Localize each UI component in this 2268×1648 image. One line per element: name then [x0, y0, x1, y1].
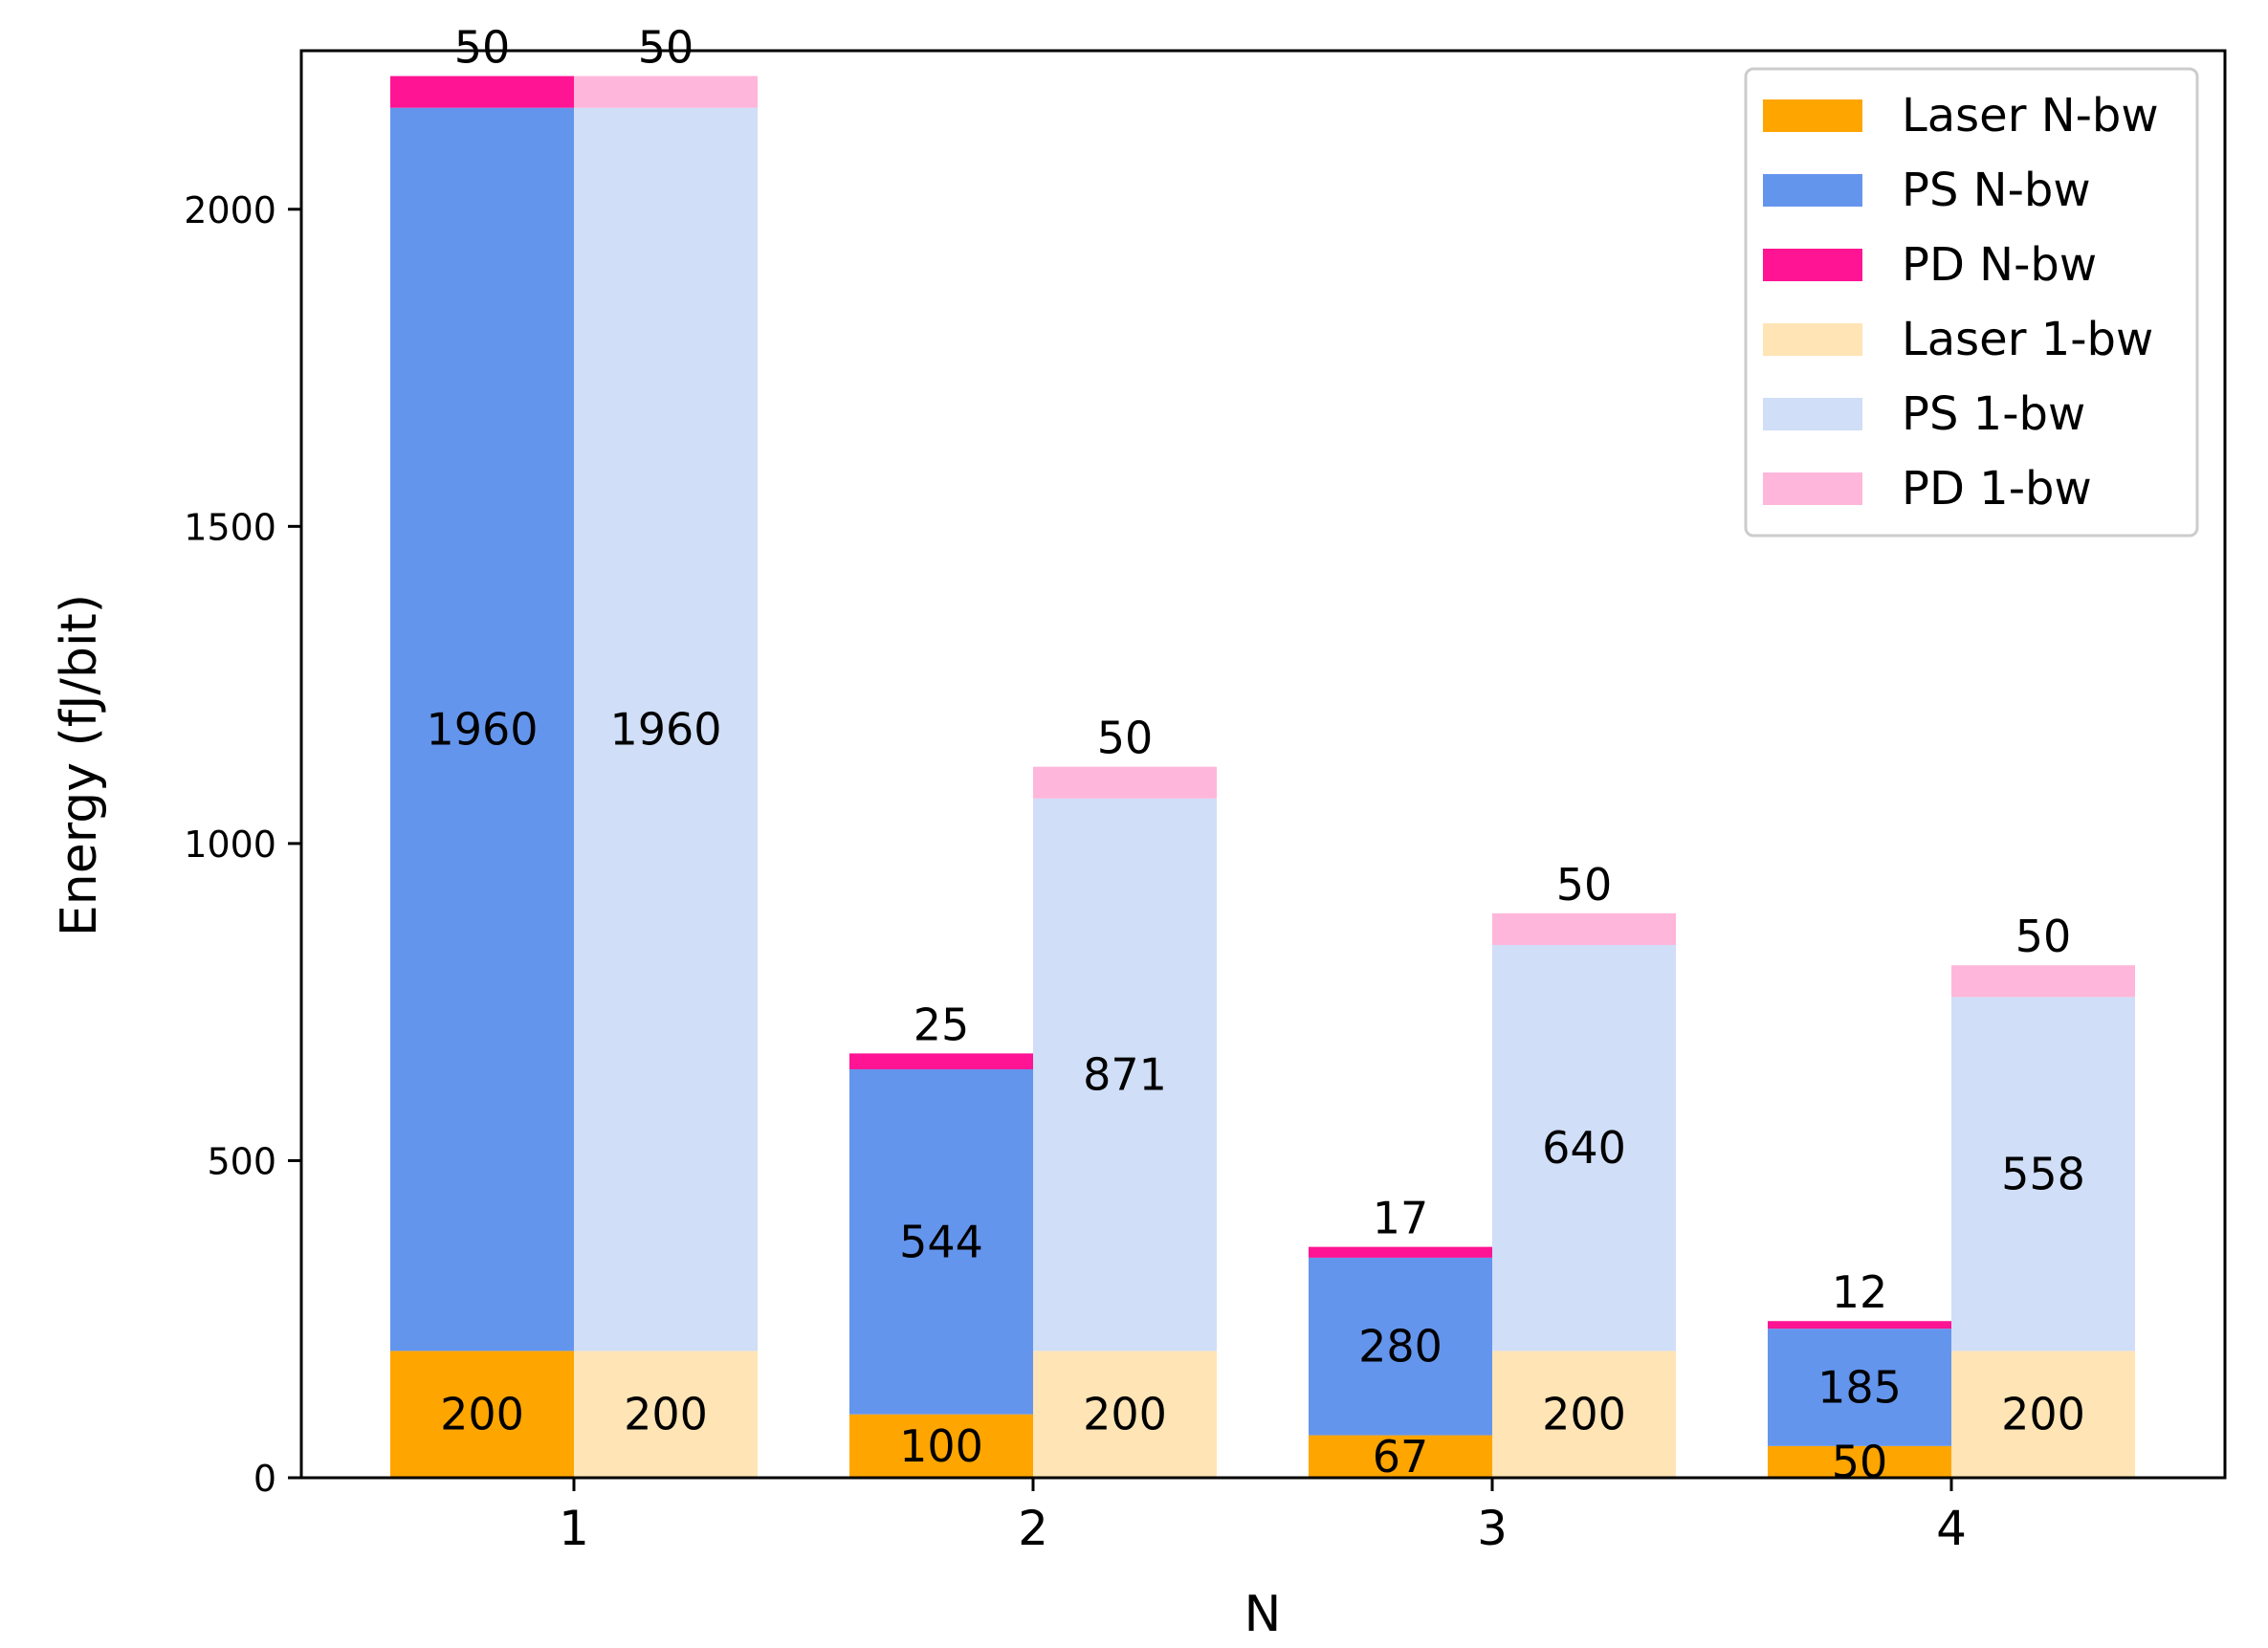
bar-segment-ps-1-bw-n4 — [1951, 997, 2135, 1351]
bars-layer — [390, 76, 2135, 1478]
bar-segment-ps-1-bw-n1 — [574, 107, 758, 1351]
bar-segment-laser-1-bw-n4 — [1951, 1351, 2135, 1478]
data-label-ps-n-bw-n1: 1960 — [426, 704, 538, 756]
bar-segment-ps-1-bw-n3 — [1492, 944, 1676, 1351]
x-tick-label: 3 — [1477, 1501, 1508, 1556]
y-axis-label: Energy (fJ/bit) — [51, 594, 108, 936]
bar-segment-ps-n-bw-n1 — [390, 107, 574, 1351]
data-label-laser-1-bw-n4: 200 — [2001, 1389, 2085, 1440]
data-label-ps-1-bw-n2: 871 — [1083, 1049, 1167, 1101]
legend-label-ps-1-bw: PS 1-bw — [1902, 387, 2085, 441]
y-tick-label: 1500 — [184, 506, 276, 548]
y-tick-label: 500 — [207, 1140, 276, 1182]
data-label-pd-n-bw-n3: 17 — [1373, 1193, 1429, 1244]
data-label-ps-n-bw-n4: 185 — [1817, 1362, 1902, 1414]
legend-label-pd-1-bw: PD 1-bw — [1902, 462, 2092, 516]
data-label-pd-n-bw-n1: 50 — [454, 22, 511, 74]
data-label-laser-1-bw-n2: 200 — [1083, 1389, 1167, 1440]
bar-segment-pd-1-bw-n3 — [1492, 912, 1676, 945]
bar-segment-pd-1-bw-n2 — [1033, 766, 1217, 799]
data-label-laser-n-bw-n4: 50 — [1832, 1436, 1888, 1487]
plot-frame — [299, 49, 2227, 1480]
legend: Laser N-bw PS N-bw PD N-bw Laser 1-bw PS 1-b… — [1744, 67, 2199, 538]
legend-label-laser-n-bw: Laser N-bw — [1902, 89, 2159, 143]
x-tick-label: 1 — [559, 1501, 589, 1556]
x-tick-label: 2 — [1018, 1501, 1048, 1556]
data-label-ps-n-bw-n3: 280 — [1358, 1321, 1442, 1373]
legend-label-ps-n-bw: PS N-bw — [1902, 164, 2091, 217]
data-label-pd-n-bw-n4: 12 — [1832, 1266, 1888, 1318]
bar-segment-laser-n-bw-n4 — [1768, 1445, 1951, 1478]
data-label-laser-n-bw-n2: 100 — [899, 1420, 983, 1472]
legend-swatch-pd-1-bw — [1763, 472, 1862, 505]
bar-segment-laser-n-bw-n2 — [849, 1414, 1033, 1478]
bar-segment-ps-n-bw-n3 — [1309, 1257, 1492, 1436]
bar-segment-ps-1-bw-n2 — [1033, 798, 1217, 1351]
bar-segment-laser-1-bw-n1 — [574, 1351, 758, 1478]
bar-segment-pd-n-bw-n2 — [849, 1053, 1033, 1069]
legend-label-pd-n-bw: PD N-bw — [1902, 238, 2097, 292]
data-label-pd-1-bw-n4: 50 — [2015, 911, 2072, 962]
legend-swatch-ps-n-bw — [1763, 174, 1862, 207]
data-label-laser-1-bw-n1: 200 — [624, 1389, 708, 1440]
legend-swatch-laser-n-bw — [1763, 99, 1862, 132]
data-label-pd-1-bw-n2: 50 — [1097, 713, 1154, 764]
data-label-ps-1-bw-n3: 640 — [1542, 1122, 1626, 1174]
bar-segment-laser-1-bw-n2 — [1033, 1351, 1217, 1478]
bar-segment-pd-1-bw-n4 — [1951, 965, 2135, 998]
bar-segment-ps-n-bw-n4 — [1768, 1329, 1951, 1446]
legend-swatch-laser-1-bw — [1763, 323, 1862, 356]
y-tick-label: 0 — [253, 1458, 276, 1500]
y-tick-label: 1000 — [184, 824, 276, 866]
data-label-ps-n-bw-n2: 544 — [899, 1216, 983, 1267]
bar-segment-pd-n-bw-n1 — [390, 76, 574, 108]
bar-segment-ps-n-bw-n2 — [849, 1068, 1033, 1415]
y-tick-label: 2000 — [184, 189, 276, 231]
data-label-laser-1-bw-n3: 200 — [1542, 1389, 1626, 1440]
data-labels-layer: 200 1960 50 100 544 25 67 280 17 50 185 12 200 1960 50… — [426, 22, 2084, 1488]
x-axis-label: N — [1244, 1586, 1282, 1643]
bar-segment-pd-n-bw-n3 — [1309, 1246, 1492, 1258]
x-tick-label: 4 — [1936, 1501, 1967, 1556]
bar-segment-pd-n-bw-n4 — [1768, 1321, 1951, 1329]
data-label-pd-n-bw-n2: 25 — [914, 999, 970, 1050]
bar-segment-laser-n-bw-n3 — [1309, 1435, 1492, 1478]
data-label-ps-1-bw-n4: 558 — [2001, 1148, 2085, 1199]
data-label-laser-n-bw-n1: 200 — [440, 1389, 524, 1440]
bar-segment-pd-1-bw-n1 — [574, 76, 758, 108]
bar-segment-laser-1-bw-n3 — [1492, 1351, 1676, 1478]
bar-segment-laser-n-bw-n1 — [390, 1351, 574, 1478]
legend-swatch-pd-n-bw — [1763, 249, 1862, 281]
data-label-pd-1-bw-n3: 50 — [1556, 859, 1613, 911]
legend-label-laser-1-bw: Laser 1-bw — [1902, 313, 2153, 366]
data-label-ps-1-bw-n1: 1960 — [609, 704, 721, 756]
legend-swatch-ps-1-bw — [1763, 398, 1862, 430]
data-label-laser-n-bw-n3: 67 — [1373, 1431, 1429, 1483]
data-label-pd-1-bw-n1: 50 — [638, 22, 694, 74]
